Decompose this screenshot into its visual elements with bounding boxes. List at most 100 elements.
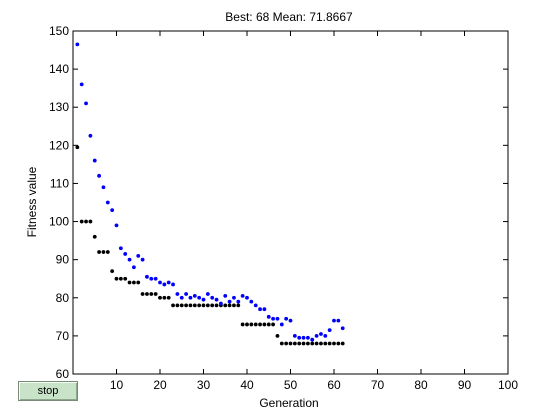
mean-point (114, 223, 119, 228)
y-tick-label: 110 (50, 176, 69, 190)
best-point (105, 250, 110, 254)
y-axis: 60 70 80 90 100 110 120 130 140 150 (49, 24, 508, 381)
x-tick-label: 20 (153, 378, 167, 392)
best-point (127, 280, 132, 285)
best-point (236, 303, 241, 308)
mean-point (288, 318, 293, 323)
best-point (162, 295, 167, 300)
mean-point (79, 82, 84, 87)
mean-point (136, 253, 141, 258)
mean-point (336, 318, 341, 323)
best-point (297, 341, 302, 346)
mean-point (214, 297, 219, 302)
stop-button[interactable]: stop (18, 381, 78, 401)
mean-point (327, 328, 332, 333)
best-point (284, 341, 289, 346)
best-point (279, 341, 284, 346)
mean-point (192, 293, 197, 298)
mean-point (249, 299, 254, 304)
best-point (197, 303, 202, 308)
y-tick-label: 70 (56, 329, 70, 343)
best-point (258, 322, 262, 327)
best-series (75, 145, 345, 346)
mean-point (149, 276, 154, 281)
mean-point (140, 257, 145, 262)
mean-point (319, 332, 323, 336)
best-point (332, 341, 336, 346)
best-point (149, 292, 154, 296)
x-tick-label: 70 (371, 378, 385, 392)
x-tick-label: 10 (110, 378, 124, 392)
mean-point (153, 276, 158, 281)
best-point (166, 295, 171, 300)
best-point (88, 219, 93, 224)
x-tick-label: 80 (414, 378, 428, 392)
best-point (118, 276, 123, 281)
x-tick-label: 90 (458, 378, 472, 392)
mean-point (171, 282, 175, 287)
mean-point (105, 200, 110, 205)
mean-point (210, 295, 215, 300)
mean-point (101, 185, 106, 190)
mean-point (227, 299, 232, 304)
best-point (101, 250, 106, 254)
best-point (140, 292, 145, 296)
y-tick-label: 60 (56, 367, 70, 381)
best-point (223, 303, 228, 308)
best-point (136, 280, 141, 285)
best-point (175, 303, 180, 308)
best-point (266, 322, 271, 327)
mean-point (340, 326, 345, 331)
y-tick-label: 150 (49, 24, 69, 38)
mean-point (188, 295, 193, 300)
best-point (110, 269, 115, 273)
best-point (301, 341, 306, 346)
mean-point (310, 337, 315, 342)
mean-point (266, 314, 271, 319)
mean-point (236, 299, 241, 304)
mean-point (332, 318, 336, 323)
best-point (179, 303, 184, 308)
best-point (171, 303, 175, 308)
mean-point (240, 293, 245, 298)
mean-point (118, 246, 123, 251)
y-tick-label: 130 (49, 100, 69, 114)
mean-point (97, 173, 101, 178)
mean-point (205, 292, 210, 296)
mean-point (110, 208, 115, 213)
y-tick-label: 100 (49, 215, 69, 229)
best-point (319, 341, 323, 346)
best-point (114, 276, 119, 281)
mean-point (253, 303, 258, 308)
best-point (201, 303, 206, 308)
mean-point (132, 265, 136, 270)
best-point (97, 250, 101, 254)
mean-point (123, 252, 128, 256)
best-point (327, 341, 332, 346)
x-tick-label: 30 (197, 378, 211, 392)
y-tick-label: 80 (56, 291, 70, 305)
mean-point (314, 333, 319, 338)
mean-point (166, 280, 171, 285)
best-point (271, 322, 275, 327)
mean-point (301, 335, 306, 340)
x-tick-label: 60 (327, 378, 341, 392)
x-tick-label: 40 (240, 378, 254, 392)
best-point (323, 341, 328, 346)
y-tick-label: 120 (49, 138, 69, 152)
mean-point (219, 301, 223, 306)
mean-point (306, 335, 310, 340)
best-point (92, 234, 97, 239)
mean-point (92, 158, 97, 163)
best-point (84, 219, 88, 224)
mean-point (292, 333, 297, 338)
best-point (75, 145, 80, 150)
mean-point (145, 274, 149, 279)
best-point (292, 341, 297, 346)
best-point (253, 322, 258, 327)
y-axis-label: Fitness value (25, 166, 39, 237)
mean-point (84, 101, 88, 106)
mean-point (88, 133, 93, 138)
mean-point (258, 307, 262, 312)
